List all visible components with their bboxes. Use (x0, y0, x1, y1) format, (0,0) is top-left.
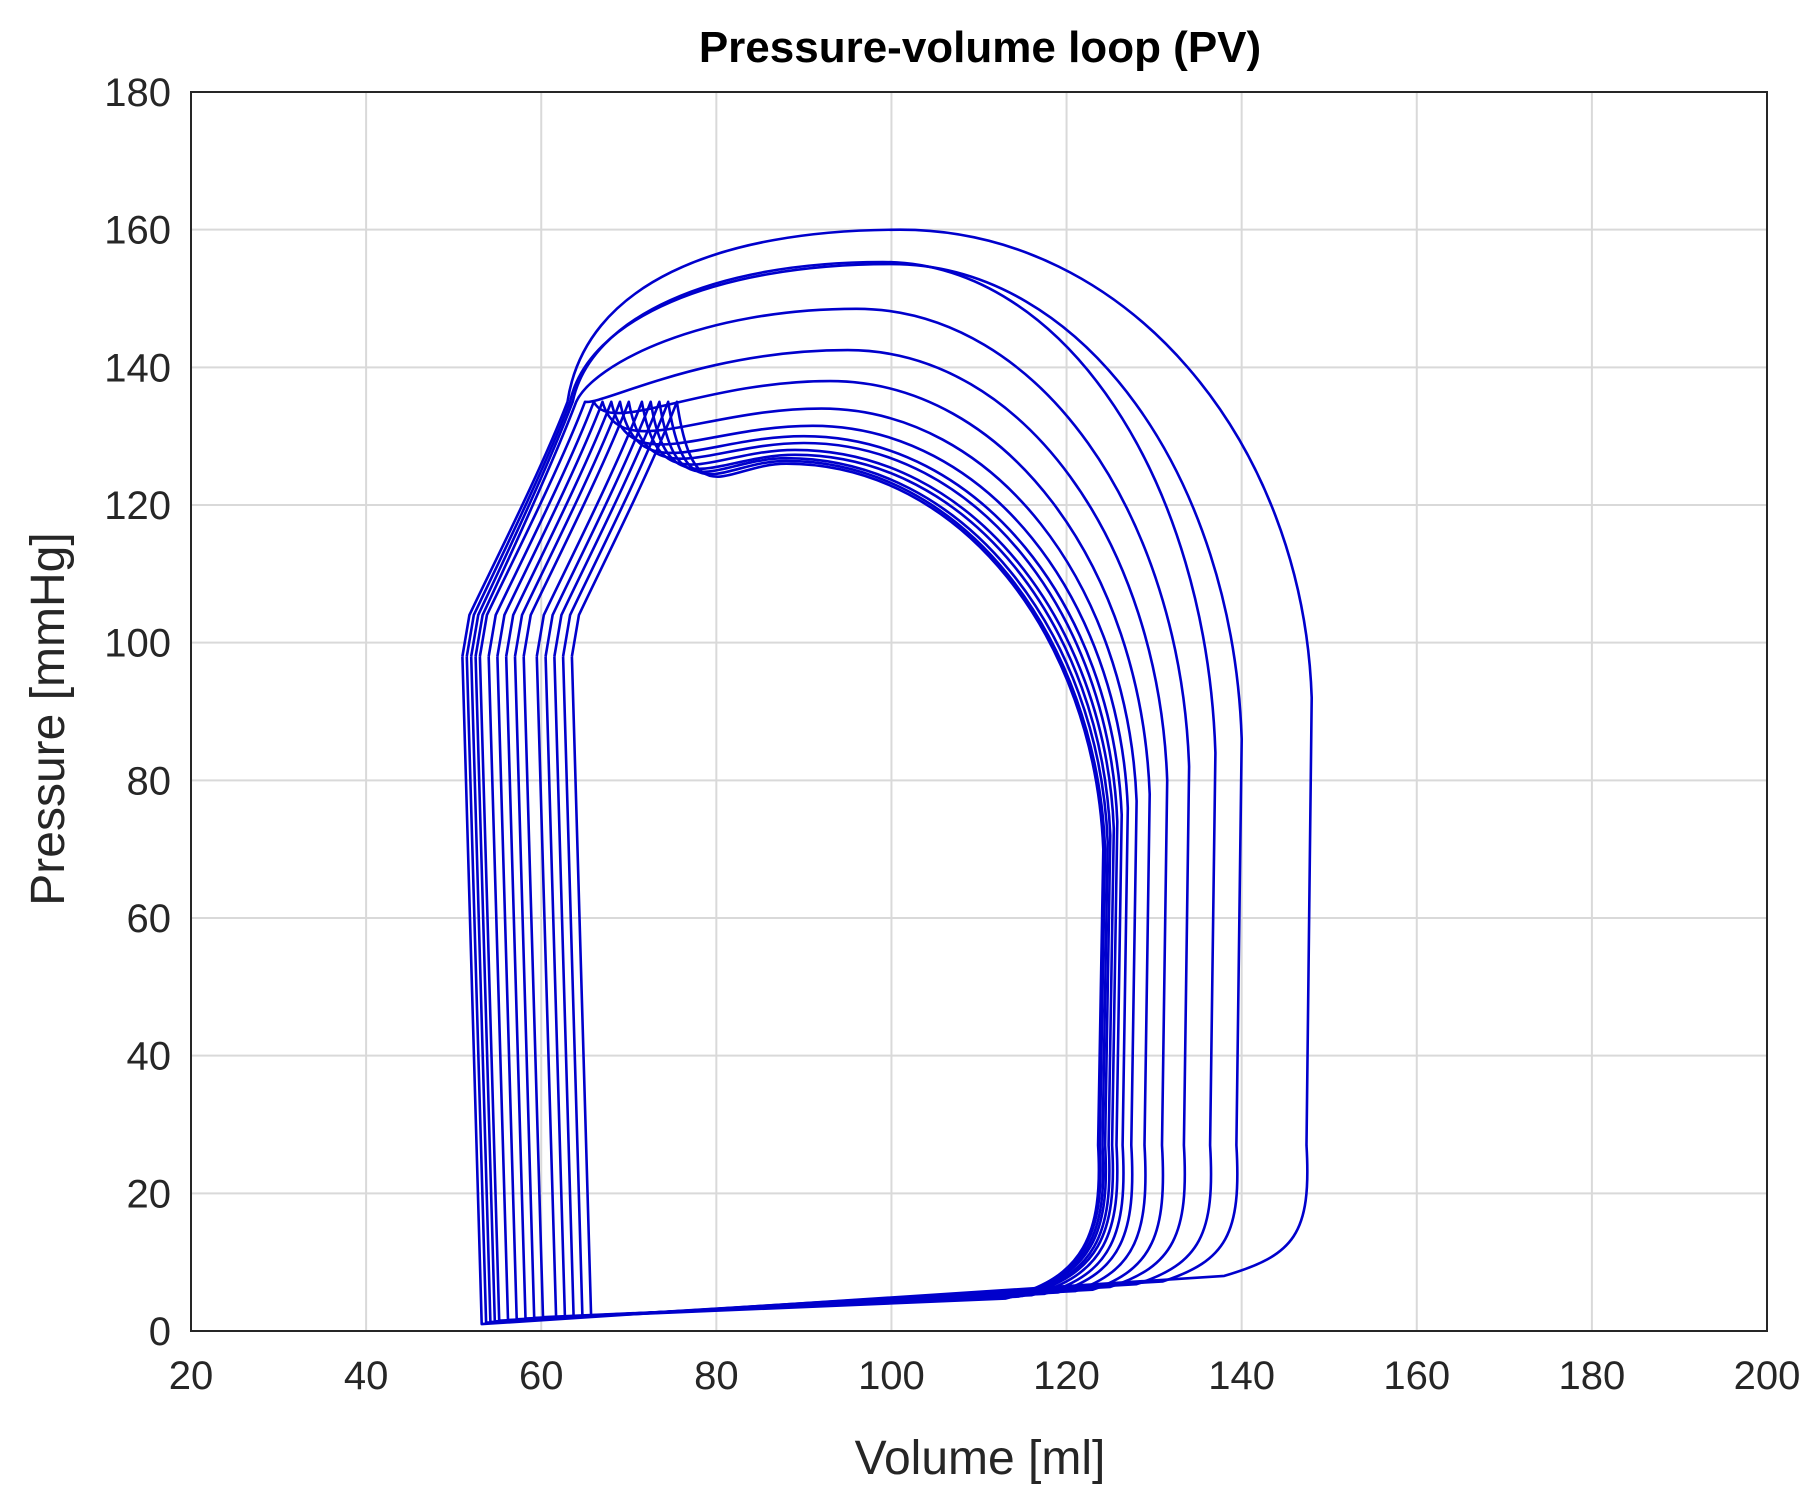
y-tick-label: 160 (104, 209, 171, 253)
y-tick-label: 120 (104, 484, 171, 528)
pv-loop-line (522, 400, 1119, 1319)
y-axis-label: Pressure [mmHg] (22, 532, 75, 905)
x-tick-label: 100 (858, 1354, 925, 1398)
pv-loop-line (544, 400, 1112, 1318)
x-tick-label: 200 (1734, 1354, 1801, 1398)
pv-loop-line (504, 400, 1130, 1320)
pv-loop-line (513, 400, 1123, 1320)
pv-loop-line (570, 400, 1105, 1318)
x-tick-labels: 20 40 60 80 100 120 140 160 180 200 (169, 1354, 1801, 1398)
pv-loop-line (535, 400, 1116, 1319)
pv-loop-line (496, 400, 1138, 1321)
y-tick-label: 0 (149, 1310, 171, 1354)
x-tick-label: 80 (694, 1354, 739, 1398)
chart-title: Pressure-volume loop (PV) (699, 23, 1261, 72)
pv-loop-line (561, 400, 1107, 1318)
pv-loop-line (553, 400, 1109, 1318)
axes-frame (190, 91, 1768, 1332)
y-tick-label: 60 (127, 897, 172, 941)
y-tick-labels: 0 20 40 60 80 100 120 140 160 180 (104, 71, 171, 1354)
x-tick-label: 160 (1383, 1354, 1450, 1398)
x-axis-label: Volume [ml] (855, 1432, 1106, 1485)
x-tick-label: 120 (1033, 1354, 1100, 1398)
pv-loop-line (469, 260, 1217, 1324)
pv-loop-line (461, 228, 1313, 1326)
x-tick-label: 20 (169, 1354, 214, 1398)
pv-loop-line (487, 379, 1151, 1322)
x-tick-label: 140 (1208, 1354, 1275, 1398)
pv-loop-series (461, 228, 1313, 1326)
y-tick-label: 140 (104, 346, 171, 390)
y-tick-label: 180 (104, 71, 171, 115)
y-tick-label: 40 (127, 1035, 172, 1079)
pv-loop-line (478, 348, 1169, 1322)
y-tick-label: 100 (104, 622, 171, 666)
y-tick-label: 80 (127, 759, 172, 803)
x-tick-label: 40 (344, 1354, 389, 1398)
plot-area (190, 91, 1768, 1332)
y-tick-label: 20 (127, 1172, 172, 1216)
pv-loop-line (474, 307, 1191, 1323)
x-tick-label: 60 (519, 1354, 564, 1398)
x-tick-label: 180 (1559, 1354, 1626, 1398)
